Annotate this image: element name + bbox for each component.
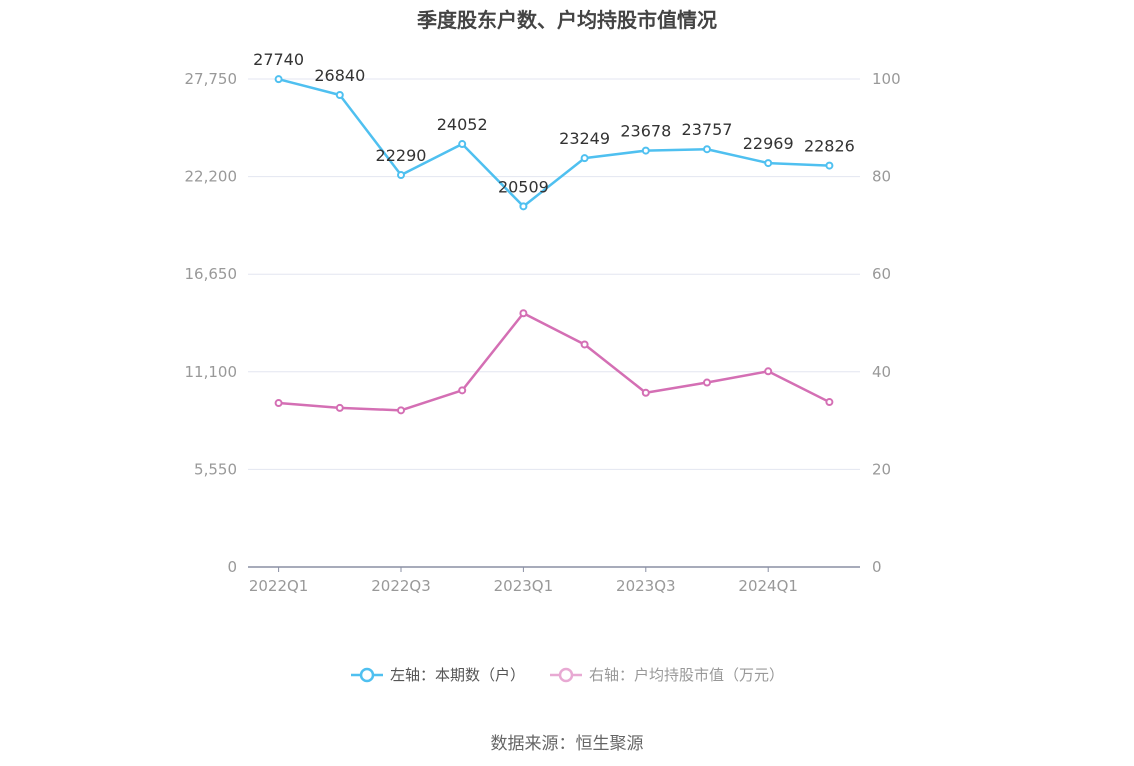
- data-point: [764, 159, 773, 168]
- right-axis-tick-label: 60: [872, 265, 891, 283]
- legend-label-right-series: 右轴：户均持股市值（万元）: [589, 666, 785, 684]
- data-point: [519, 202, 528, 211]
- data-point: [825, 161, 834, 170]
- x-axis-tick-label: 2023Q3: [616, 577, 676, 595]
- data-point: [519, 309, 528, 318]
- data-point: [397, 406, 405, 415]
- data-point: [825, 398, 834, 407]
- right-axis-tick-label: 80: [872, 168, 891, 186]
- x-axis-tick-label: 2023Q1: [494, 577, 554, 595]
- left-axis-tick-label: 5,550: [194, 460, 237, 478]
- data-label: 24052: [437, 115, 488, 134]
- x-axis-tick-label: 2024Q1: [738, 577, 798, 595]
- left-axis-tick-label: 16,650: [185, 265, 238, 283]
- right-axis-tick-label: 20: [872, 460, 891, 478]
- data-label: 26840: [314, 66, 365, 85]
- left-axis-tick-label: 22,200: [185, 168, 238, 186]
- data-point: [335, 403, 344, 412]
- data-point: [641, 146, 650, 155]
- chart-title: 季度股东户数、户均持股市值情况: [417, 8, 717, 32]
- x-axis-tick-label: 2022Q1: [249, 577, 309, 595]
- legend-marker-left-icon: [350, 667, 383, 682]
- data-point: [458, 386, 467, 395]
- data-label: 27740: [253, 50, 304, 69]
- data-point: [274, 75, 283, 84]
- right-axis-tick-label: 40: [872, 363, 891, 381]
- right-axis-tick-label: 0: [872, 558, 882, 576]
- data-label: 23678: [620, 122, 671, 141]
- data-point: [641, 388, 650, 397]
- data-point: [458, 140, 467, 149]
- data-point: [580, 340, 589, 349]
- legend-item-left-series[interactable]: 左轴：本期数（户）: [350, 664, 525, 685]
- data-label: 22290: [376, 146, 427, 165]
- x-axis-tick-label: 2022Q3: [371, 577, 431, 595]
- legend-item-right-series[interactable]: 右轴：户均持股市值（万元）: [549, 664, 784, 685]
- data-point: [580, 154, 589, 163]
- data-point: [703, 378, 711, 387]
- left-axis-tick-label: 11,100: [185, 363, 238, 381]
- series-line-left: [278, 77, 830, 208]
- data-label: 23757: [682, 120, 733, 139]
- data-label: 23249: [559, 129, 610, 148]
- data-label: 22826: [804, 137, 855, 156]
- data-label: 22969: [743, 134, 794, 153]
- data-point: [274, 399, 283, 408]
- chart-legend: 左轴：本期数（户） 右轴：户均持股市值（万元）: [0, 664, 1134, 685]
- data-source: 数据来源：恒生聚源: [490, 734, 644, 754]
- data-point: [397, 171, 405, 180]
- legend-marker-right-icon: [550, 667, 582, 682]
- left-axis-tick-label: 0: [227, 558, 237, 576]
- data-point: [764, 367, 773, 376]
- data-point: [703, 145, 711, 154]
- series-line-right: [278, 311, 830, 412]
- legend-label-left-series: 左轴：本期数（户）: [389, 666, 525, 684]
- left-axis-tick-label: 27,750: [185, 70, 238, 88]
- data-label: 20509: [498, 177, 549, 196]
- data-point: [335, 91, 344, 100]
- right-axis-tick-label: 100: [872, 70, 901, 88]
